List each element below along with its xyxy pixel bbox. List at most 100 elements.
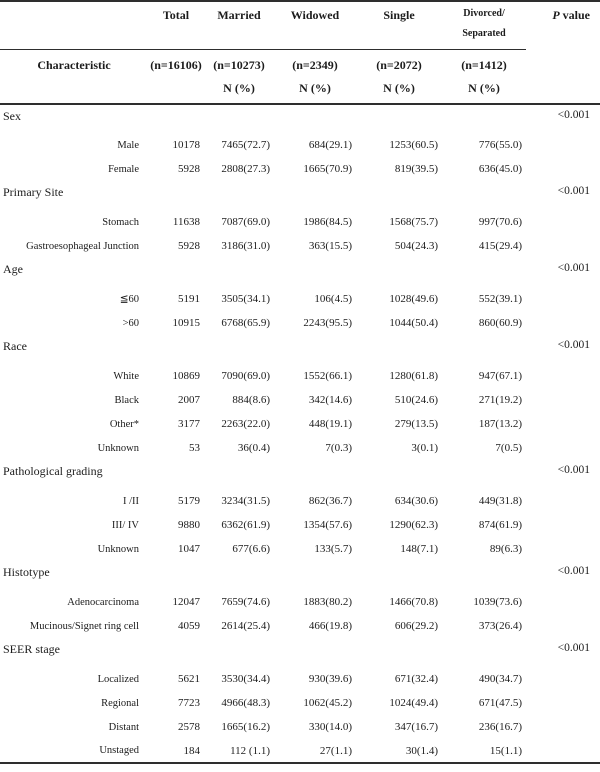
- npct-pval-blank: [526, 79, 600, 105]
- cell-value: 3530(34.4): [221, 673, 270, 685]
- cell-value: [204, 460, 274, 489]
- cell-value: [204, 335, 274, 364]
- section-label: SEER stage: [3, 642, 60, 656]
- cell-value: 677(6.6): [232, 543, 270, 555]
- npct-widowed: N (%): [274, 79, 356, 105]
- p-value-cell: [526, 614, 600, 638]
- cell-value: 7659(74.6): [221, 596, 270, 608]
- table-row: Unknown 53 36(0.4) 7(0.3) 3(0.1) 7(0.5): [0, 436, 600, 460]
- cell-value: [274, 638, 356, 667]
- cell-value: [356, 181, 442, 210]
- cell-value: [204, 181, 274, 210]
- npct-married: N (%): [204, 79, 274, 105]
- cell-value: [274, 561, 356, 590]
- table-row: Unstaged 184 112 (1.1) 27(1.1) 30(1.4) 15(1.1…: [0, 739, 600, 763]
- section-label: Primary Site: [3, 185, 64, 199]
- cell-value: [204, 104, 274, 133]
- cell-value: 671(47.5): [478, 697, 522, 709]
- cell-value: 3(0.1): [411, 442, 438, 454]
- cell-value: 634(30.6): [394, 495, 438, 507]
- cell-value: 3505(34.1): [221, 293, 270, 305]
- cell-value: [148, 258, 204, 287]
- cell-value: 363(15.5): [308, 240, 352, 252]
- cell-value: 10178: [172, 139, 201, 151]
- cell-value: 1665(16.2): [221, 721, 270, 733]
- row-label: ≦60: [119, 294, 139, 305]
- cell-value: 1354(57.6): [303, 519, 352, 531]
- header-total: Total: [148, 1, 204, 50]
- p-value-cell: <0.001: [557, 642, 590, 654]
- cell-value: 819(39.5): [394, 163, 438, 175]
- cell-value: 1253(60.5): [389, 139, 438, 151]
- cell-value: 5179: [178, 495, 200, 507]
- row-label: Distant: [108, 721, 139, 733]
- cell-value: 1665(70.9): [303, 163, 352, 175]
- cell-value: [356, 104, 442, 133]
- section-row: Primary Site <0.001: [0, 181, 600, 210]
- cell-value: [148, 561, 204, 590]
- p-value-cell: <0.001: [557, 464, 590, 476]
- cell-value: 133(5.7): [314, 543, 352, 555]
- cell-value: [356, 335, 442, 364]
- section-row: Pathological grading <0.001: [0, 460, 600, 489]
- cell-value: 1039(73.6): [473, 596, 522, 608]
- p-rest: value: [559, 8, 590, 22]
- row-label: I /II: [122, 495, 139, 507]
- p-value-cell: [526, 311, 600, 335]
- table-row: Gastroesophageal Junction 5928 3186(31.0) 3…: [0, 234, 600, 258]
- count-married: (n=10273): [213, 57, 265, 72]
- cell-value: [274, 181, 356, 210]
- cell-value: [356, 460, 442, 489]
- cell-value: [442, 638, 526, 667]
- table-row: >60 10915 6768(65.9) 2243(95.5) 1044(50.4) 86…: [0, 311, 600, 335]
- cell-value: 947(67.1): [478, 370, 522, 382]
- cell-value: 684(29.1): [308, 139, 352, 151]
- p-value-cell: <0.001: [557, 339, 590, 351]
- cell-value: 184: [183, 744, 201, 757]
- cell-value: 187(13.2): [478, 418, 522, 430]
- p-value-cell: [526, 739, 600, 763]
- cell-value: [442, 460, 526, 489]
- cell-value: 7090(69.0): [221, 370, 270, 382]
- cell-value: 148(7.1): [400, 543, 438, 555]
- npct-single: N (%): [356, 79, 442, 105]
- cell-value: [356, 258, 442, 287]
- table-row: White 10869 7090(69.0) 1552(66.1) 1280(61.8)…: [0, 364, 600, 388]
- cell-value: 1024(49.4): [389, 697, 438, 709]
- cell-value: 342(14.6): [308, 394, 352, 406]
- cell-value: 7(0.3): [325, 442, 352, 454]
- cell-value: 510(24.6): [394, 394, 438, 406]
- cell-value: 271(19.2): [478, 394, 522, 406]
- section-row: Histotype <0.001: [0, 561, 600, 590]
- header-divorced-line2: Separated: [462, 28, 506, 39]
- table-body: Sex <0.001 Male 10178 7465(72.7) 684(29.1) 125…: [0, 104, 600, 763]
- cell-value: 862(36.7): [308, 495, 352, 507]
- header-p-value: P value: [526, 1, 600, 49]
- row-label: Unknown: [97, 442, 139, 454]
- cell-value: 36(0.4): [237, 442, 270, 454]
- header-blank-cell: [0, 1, 148, 50]
- p-value-cell: [526, 133, 600, 157]
- cell-value: 415(29.4): [478, 240, 522, 252]
- header-divorced-line1: Divorced/: [463, 8, 505, 19]
- cell-value: 373(26.4): [478, 620, 522, 632]
- table-row: Male 10178 7465(72.7) 684(29.1) 1253(60.5) 77…: [0, 133, 600, 157]
- p-value-cell: [526, 590, 600, 614]
- cell-value: 6768(65.9): [221, 317, 270, 329]
- cell-value: 10869: [172, 370, 201, 382]
- cell-value: 1062(45.2): [303, 697, 352, 709]
- header-npct-row: N (%) N (%) N (%) N (%): [0, 79, 600, 105]
- cell-value: 5191: [178, 293, 200, 305]
- p-value-cell: [526, 537, 600, 561]
- count-divorced: (n=1412): [461, 57, 507, 72]
- cell-value: 449(31.8): [478, 495, 522, 507]
- cell-value: 1568(75.7): [389, 216, 438, 228]
- cell-value: [442, 335, 526, 364]
- p-value-cell: [526, 364, 600, 388]
- cell-value: 930(39.6): [308, 673, 352, 685]
- cell-value: 1028(49.6): [389, 293, 438, 305]
- section-label: Histotype: [3, 565, 50, 579]
- row-label: Gastroesophageal Junction: [26, 240, 139, 252]
- row-label: Other*: [109, 418, 139, 430]
- table-row: Black 2007 884(8.6) 342(14.6) 510(24.6) 271(1…: [0, 388, 600, 412]
